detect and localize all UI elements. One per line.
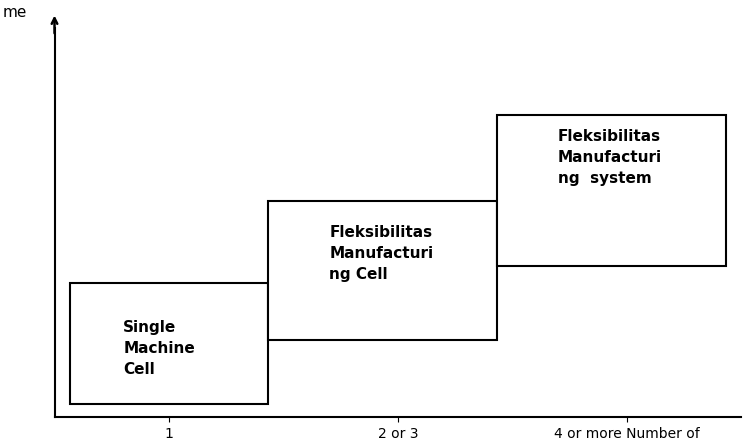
FancyBboxPatch shape	[497, 115, 726, 266]
Text: Single
Machine
Cell: Single Machine Cell	[123, 320, 195, 377]
Text: me: me	[3, 5, 27, 20]
Text: Fleksibilitas
Manufacturi
ng  system: Fleksibilitas Manufacturi ng system	[558, 129, 662, 186]
FancyBboxPatch shape	[268, 201, 497, 340]
FancyBboxPatch shape	[70, 283, 268, 405]
Text: Fleksibilitas
Manufacturi
ng Cell: Fleksibilitas Manufacturi ng Cell	[329, 224, 433, 281]
